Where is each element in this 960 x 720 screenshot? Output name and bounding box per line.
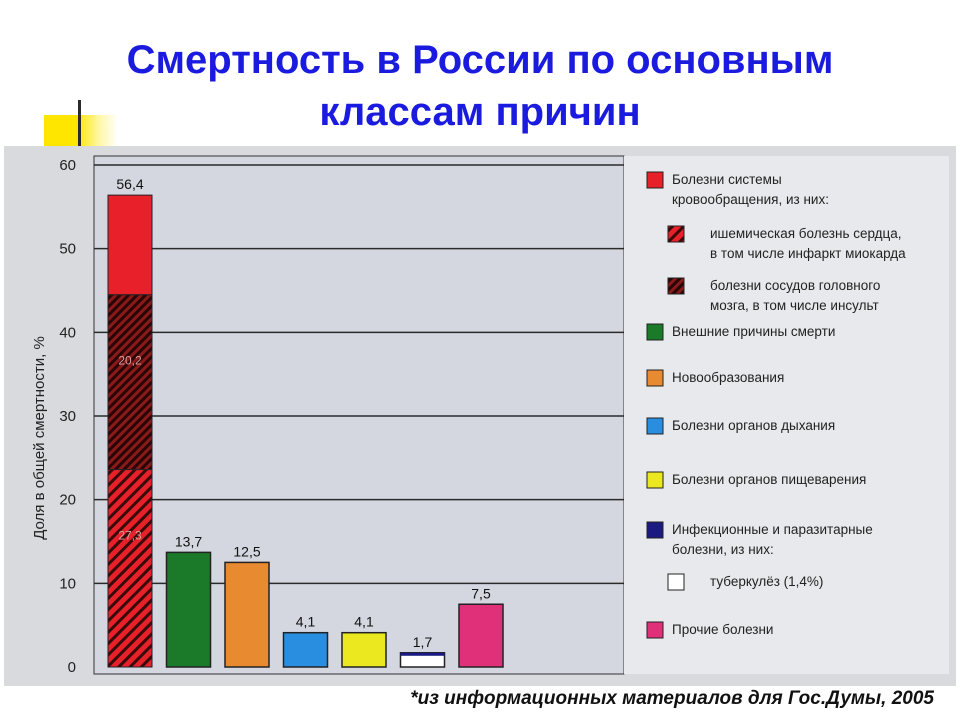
title-line-2: классам причин: [319, 90, 641, 134]
bar: [282, 631, 329, 668]
legend-swatch: [667, 277, 685, 295]
legend-item: Прочие болезни: [646, 621, 773, 639]
bar-value-label: 7,5: [471, 585, 491, 601]
legend-label: мозга, в том числе инсульт: [710, 298, 879, 313]
y-tick-label: 30: [59, 408, 76, 425]
bar-group: 4,1: [341, 614, 387, 668]
legend-label: Новообразования: [672, 370, 784, 385]
legend-item: ишемическая болезнь сердца, в том числе и…: [667, 225, 906, 261]
bar-value-label: 56,4: [116, 176, 143, 192]
legend-item: туберкулёз (1,4%): [667, 573, 823, 591]
bar: [458, 603, 504, 668]
bar-value-label: 12,5: [233, 543, 260, 559]
bar-group: 13,7: [165, 533, 212, 668]
legend-label: Болезни системы: [672, 172, 782, 187]
y-tick-label: 10: [59, 575, 76, 592]
legend-swatch: [667, 573, 685, 591]
bar-segment: [107, 469, 153, 668]
legend-item: Новообразования: [646, 369, 784, 387]
segment-label: 27,3: [118, 529, 142, 543]
legend-swatch: [646, 621, 664, 639]
legend-item: Инфекционные и паразитарные болезни, из н…: [646, 521, 873, 557]
legend-swatch: [646, 471, 664, 489]
bar-value-label: 13,7: [175, 533, 202, 549]
legend-label: Болезни органов дыхания: [672, 418, 835, 433]
slide-title: Смертность в России по основным классам …: [0, 34, 960, 138]
legend-label: кровообращения, из них:: [672, 192, 829, 207]
legend-label: Прочие болезни: [672, 622, 773, 637]
legend-item: Болезни органов дыхания: [646, 417, 835, 435]
bar-top-stripe: [400, 652, 445, 656]
y-tick-label: 20: [59, 492, 76, 509]
legend-item: болезни сосудов головного мозга, в том чи…: [667, 277, 880, 313]
legend-label: Инфекционные и паразитарные: [672, 522, 873, 537]
legend-item: Болезни органов пищеварения: [646, 471, 866, 489]
footnote: *из информационных материалов для Гос.Ду…: [410, 688, 934, 709]
legend-item: Болезни системы кровообращения, из них:: [646, 171, 829, 207]
chart-panel: 0 10 20 30 40 50 60 Доля в общей смертности, %…: [4, 146, 956, 686]
bar-group: 1,7: [399, 634, 446, 668]
y-axis-label: Доля в общей смертности, %: [31, 336, 48, 540]
legend-label: болезни сосудов головного: [710, 278, 880, 293]
bar-value-label: 4,1: [354, 614, 374, 630]
bar-segment: [107, 294, 153, 471]
legend-label: туберкулёз (1,4%): [710, 574, 823, 589]
decor-vertical-line: [78, 100, 81, 150]
y-tick-label: 50: [59, 241, 76, 258]
bar-group: 27,3 20,2 56,4: [107, 176, 153, 668]
legend-label: Болезни органов пищеварения: [672, 472, 866, 487]
legend-swatch: [646, 521, 664, 539]
y-tick-label: 40: [59, 324, 76, 341]
bar: [224, 561, 270, 668]
mortality-chart: 0 10 20 30 40 50 60 Доля в общей смертности, %…: [31, 155, 949, 676]
legend-swatch: [646, 323, 664, 341]
bar-value-label: 1,7: [413, 634, 433, 650]
legend-label: ишемическая болезнь сердца,: [710, 226, 902, 241]
bar: [341, 631, 387, 668]
legend-swatch: [667, 225, 685, 243]
legend-label: Внешние причины смерти: [672, 324, 835, 339]
segment-label: 20,2: [118, 354, 142, 368]
bar: [165, 551, 212, 668]
y-tick-label: 0: [68, 659, 76, 676]
bar-group: 7,5: [458, 585, 504, 668]
title-line-1: Смертность в России по основным: [126, 38, 834, 82]
legend-swatch: [646, 171, 664, 189]
legend-swatch: [646, 417, 664, 435]
bar-value-label: 4,1: [296, 614, 316, 630]
bar-group: 4,1: [282, 614, 329, 668]
legend-label: в том числе инфаркт миокарда: [710, 246, 906, 261]
bar-segment: [107, 194, 153, 296]
legend-swatch: [646, 369, 664, 387]
legend-item: Внешние причины смерти: [646, 323, 835, 341]
legend-label: болезни, из них:: [672, 542, 774, 557]
bar-group: 12,5: [224, 543, 270, 668]
y-tick-label: 60: [59, 157, 76, 174]
